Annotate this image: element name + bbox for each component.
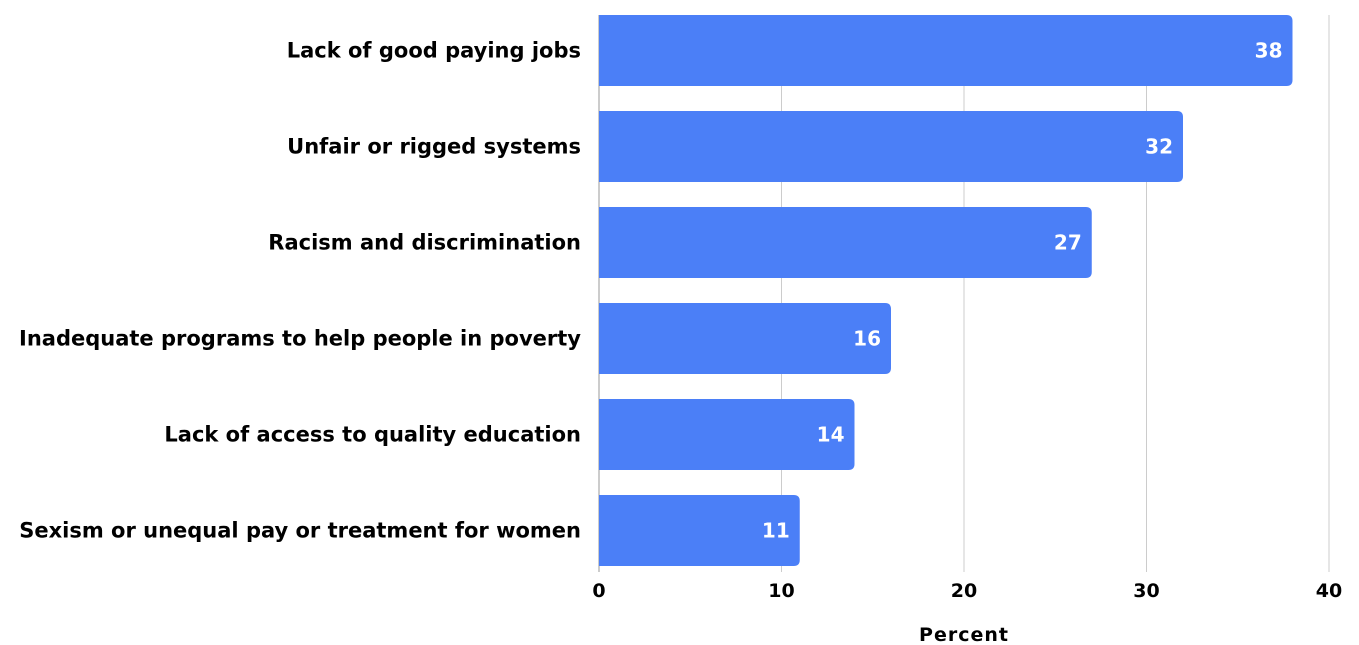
- bar-value-label: 32: [1145, 135, 1173, 159]
- bar-value-label: 16: [853, 327, 881, 351]
- bar-value-label: 27: [1054, 231, 1082, 255]
- x-tick-label: 0: [592, 580, 605, 602]
- bar: [599, 207, 1092, 278]
- bar: [599, 303, 891, 374]
- bar-value-label: 11: [762, 519, 790, 543]
- category-label: Lack of access to quality education: [164, 423, 581, 447]
- category-label: Sexism or unequal pay or treatment for w…: [19, 519, 581, 543]
- bar: [599, 399, 855, 470]
- bar-value-label: 38: [1255, 39, 1283, 63]
- category-label: Unfair or rigged systems: [287, 135, 581, 159]
- x-tick-label: 10: [768, 580, 794, 602]
- bar: [599, 111, 1183, 182]
- x-tick-label: 30: [1133, 580, 1159, 602]
- category-label: Racism and discrimination: [268, 231, 581, 255]
- x-tick-label: 20: [951, 580, 977, 602]
- gridlines: [598, 15, 1330, 572]
- bar: [599, 495, 800, 566]
- bars: 38 32 27 16 14 11: [599, 15, 1293, 566]
- bar: [599, 15, 1293, 86]
- x-axis-title: Percent: [919, 624, 1009, 645]
- x-tick-labels: 0 10 20 30 40: [592, 580, 1342, 602]
- category-label: Inadequate programs to help people in po…: [19, 327, 581, 351]
- bar-value-label: 14: [817, 423, 845, 447]
- category-label: Lack of good paying jobs: [287, 39, 581, 63]
- category-labels: Lack of good paying jobs Unfair or rigged…: [19, 39, 581, 543]
- x-tick-label: 40: [1316, 580, 1342, 602]
